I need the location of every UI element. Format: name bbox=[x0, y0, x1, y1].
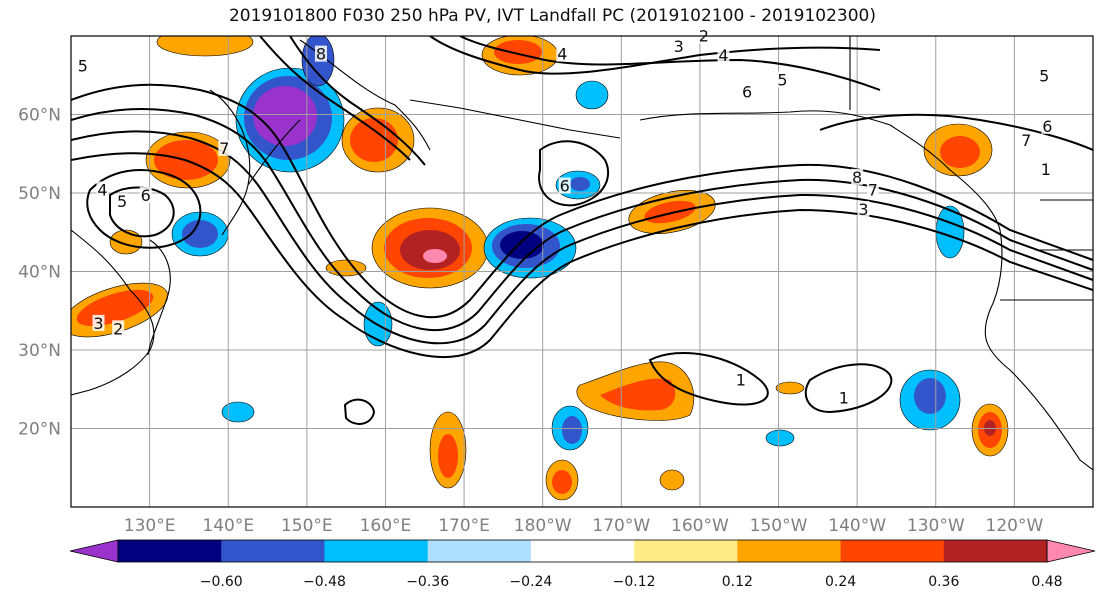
lon-tick-label: 120°W bbox=[986, 516, 1044, 536]
lat-tick-label: 60°N bbox=[18, 106, 61, 126]
colorbar-segment bbox=[427, 540, 532, 562]
contour-label: 1 bbox=[839, 388, 849, 407]
contour-label: 4 bbox=[557, 45, 567, 64]
colorbar-segment bbox=[221, 540, 325, 562]
contour-label: 6 bbox=[560, 177, 570, 196]
colorbar bbox=[69, 539, 1096, 563]
contour-label: 4 bbox=[97, 180, 107, 199]
contour-label-bg bbox=[672, 37, 685, 54]
contour-label: 8 bbox=[316, 45, 326, 64]
lon-tick-label: 170°W bbox=[592, 516, 650, 536]
contour-label: 2 bbox=[113, 319, 123, 338]
colorbar-segment bbox=[840, 540, 945, 562]
lat-tick-label: 30°N bbox=[18, 341, 61, 361]
contour-label-bg bbox=[116, 193, 129, 210]
colorbar-segment bbox=[943, 540, 1048, 562]
contour-label-bg bbox=[1039, 161, 1052, 178]
map-frame bbox=[70, 35, 1094, 508]
colorbar-tick-label: 0.12 bbox=[722, 574, 753, 590]
colorbar-segment bbox=[118, 540, 222, 562]
contour-label: 4 bbox=[718, 46, 728, 65]
lat-tick-label: 50°N bbox=[18, 184, 61, 204]
longitude-labels: 130°E 140°E 150°E 160°E 170°E 180°W 170°W 160°W… bbox=[124, 516, 1044, 536]
colorbar-tick-label: −0.24 bbox=[509, 574, 552, 590]
lon-tick-label: 130°E bbox=[124, 516, 176, 536]
contour-label: 3 bbox=[674, 37, 684, 56]
contour-label: 3 bbox=[93, 314, 103, 333]
contour-label-bg bbox=[857, 201, 870, 218]
contour-label: 7 bbox=[219, 139, 229, 158]
contour-label-bg bbox=[1038, 67, 1051, 84]
contour-label-bg bbox=[866, 181, 879, 198]
contour-label: 5 bbox=[1039, 67, 1049, 86]
contour-label-bg bbox=[776, 71, 789, 88]
positive-anomaly-okhotsk bbox=[145, 36, 559, 189]
lon-tick-label: 140°E bbox=[202, 516, 254, 536]
contour-label: 6 bbox=[1042, 117, 1052, 136]
lon-tick-label: 150°W bbox=[750, 516, 808, 536]
contour-label-bg bbox=[76, 57, 89, 74]
contour-label: 1 bbox=[736, 370, 746, 389]
contour-label-bg bbox=[112, 320, 125, 337]
colorbar-extend-high bbox=[1046, 539, 1096, 563]
subtropical-anomalies bbox=[221, 259, 1009, 501]
colorbar-segment bbox=[324, 540, 429, 562]
colorbar-tick-label: 0.48 bbox=[1031, 574, 1062, 590]
contour-label-bg bbox=[1020, 131, 1033, 148]
contour-label-bg bbox=[717, 47, 730, 64]
contour-label: 7 bbox=[868, 180, 878, 199]
colorbar-segment bbox=[737, 540, 842, 562]
positive-anomaly-gulf-of-alaska bbox=[575, 80, 993, 259]
colorbar-tick-label: 0.24 bbox=[825, 574, 856, 590]
pv-contours bbox=[71, 36, 1093, 425]
colorbar-tick-label: −0.36 bbox=[406, 574, 449, 590]
contour-label: 3 bbox=[858, 200, 868, 219]
contour-label-bg bbox=[96, 181, 109, 198]
contour-label-bg bbox=[851, 168, 864, 185]
gridlines bbox=[71, 36, 1093, 507]
lon-tick-label: 160°W bbox=[671, 516, 729, 536]
contour-label-bg bbox=[741, 83, 754, 100]
lon-tick-label: 160°E bbox=[360, 516, 412, 536]
colorbar-tick-label: −0.48 bbox=[303, 574, 346, 590]
colorbar-tick-label: 0.36 bbox=[928, 574, 959, 590]
contour-label-bg bbox=[837, 389, 850, 406]
positive-anomaly-north-pacific bbox=[371, 207, 489, 289]
contour-label: 6 bbox=[742, 82, 752, 101]
contour-label: 8 bbox=[852, 168, 862, 187]
colorbar-tick-label: −0.12 bbox=[613, 574, 656, 590]
lon-tick-label: 150°E bbox=[281, 516, 333, 536]
colorbar-segment bbox=[530, 540, 635, 562]
colorbar-segment bbox=[634, 540, 738, 562]
colorbar-extend-low bbox=[69, 539, 119, 563]
contour-label-bg bbox=[139, 186, 152, 203]
contour-label-bg bbox=[314, 45, 327, 62]
lat-tick-label: 40°N bbox=[18, 263, 61, 283]
map-title: 2019101800 F030 250 hPa PV, IVT Landfall… bbox=[228, 6, 876, 26]
contour-label: 5 bbox=[117, 192, 127, 211]
contour-label: 5 bbox=[777, 71, 787, 90]
lon-tick-label: 130°W bbox=[907, 516, 965, 536]
contour-label: 1 bbox=[1041, 160, 1051, 179]
contour-label: 6 bbox=[141, 186, 151, 205]
lon-tick-label: 180°W bbox=[514, 516, 572, 536]
contour-label: 7 bbox=[1021, 131, 1031, 150]
lon-tick-label: 140°W bbox=[828, 516, 886, 536]
contour-label: 5 bbox=[78, 56, 88, 75]
lon-tick-label: 170°E bbox=[438, 516, 490, 536]
contour-label-bg bbox=[218, 139, 231, 156]
contour-label-bg bbox=[556, 45, 569, 62]
colorbar-frame bbox=[117, 539, 1048, 563]
contour-label-bg bbox=[92, 314, 105, 331]
colorbar-tick-label: −0.60 bbox=[200, 574, 243, 590]
contour-label-bg bbox=[734, 371, 747, 388]
contour-label-bg bbox=[558, 177, 571, 194]
lat-tick-label: 20°N bbox=[18, 420, 61, 440]
pv-shading bbox=[71, 36, 1009, 501]
contour-label-bg bbox=[1041, 117, 1054, 134]
colorbar-labels: −0.60 −0.48 −0.36 −0.24 −0.12 0.12 0.24 0.36 0.4… bbox=[200, 574, 1063, 590]
latitude-labels: 60°N 50°N 40°N 30°N 20°N bbox=[18, 106, 61, 440]
